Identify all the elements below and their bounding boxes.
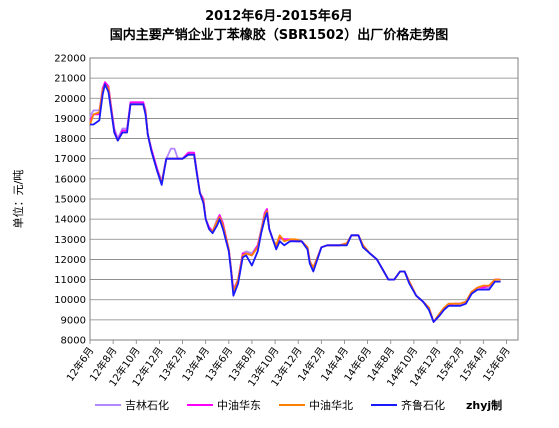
legend-label: 中油华东 [217,398,261,412]
legend: 吉林石化 中油华东 中油华北 齐鲁石化 [95,398,445,412]
chart-title: 2012年6月-2015年6月 [205,8,353,24]
y-tick-label: 20000 [54,94,86,105]
legend-label: 齐鲁石化 [401,398,445,412]
chart-subtitle: 国内主要产销企业丁苯橡胶（SBR1502）出厂价格走势图 [110,27,448,43]
y-tick-label: 13000 [54,235,86,246]
y-tick-label: 19000 [54,114,86,125]
series-lines [89,81,501,323]
chart-credit: zhyj制 [466,398,502,412]
y-tick-label: 9000 [61,315,86,326]
y-tick-label: 18000 [54,134,86,145]
y-tick-label: 22000 [54,54,86,65]
y-tick-label: 10000 [54,295,86,306]
x-axis-ticks: 12年6月12年8月12年10月12年12月13年2月13年4月13年6月13年… [63,340,513,389]
y-tick-label: 17000 [54,154,86,165]
legend-label: 吉林石化 [125,398,169,412]
legend-label: 中油华北 [309,398,353,412]
y-tick-label: 8000 [61,336,86,347]
y-tick-label: 11000 [54,275,86,286]
plot-area: 8000 9000 10000 11000 12000 13000 14000 15000 16… [54,54,519,389]
y-tick-label: 21000 [54,74,86,85]
y-tick-label: 15000 [54,195,86,206]
series-line-4 [90,83,501,323]
y-axis-label: 单位：元/吨 [11,170,25,229]
y-tick-label: 14000 [54,215,86,226]
y-tick-label: 16000 [54,174,86,185]
y-axis-ticks: 8000 9000 10000 11000 12000 13000 14000 15000 16… [54,54,86,347]
y-tick-label: 12000 [54,255,86,266]
